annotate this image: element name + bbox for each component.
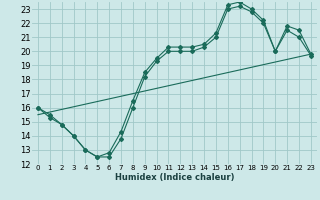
X-axis label: Humidex (Indice chaleur): Humidex (Indice chaleur) xyxy=(115,173,234,182)
